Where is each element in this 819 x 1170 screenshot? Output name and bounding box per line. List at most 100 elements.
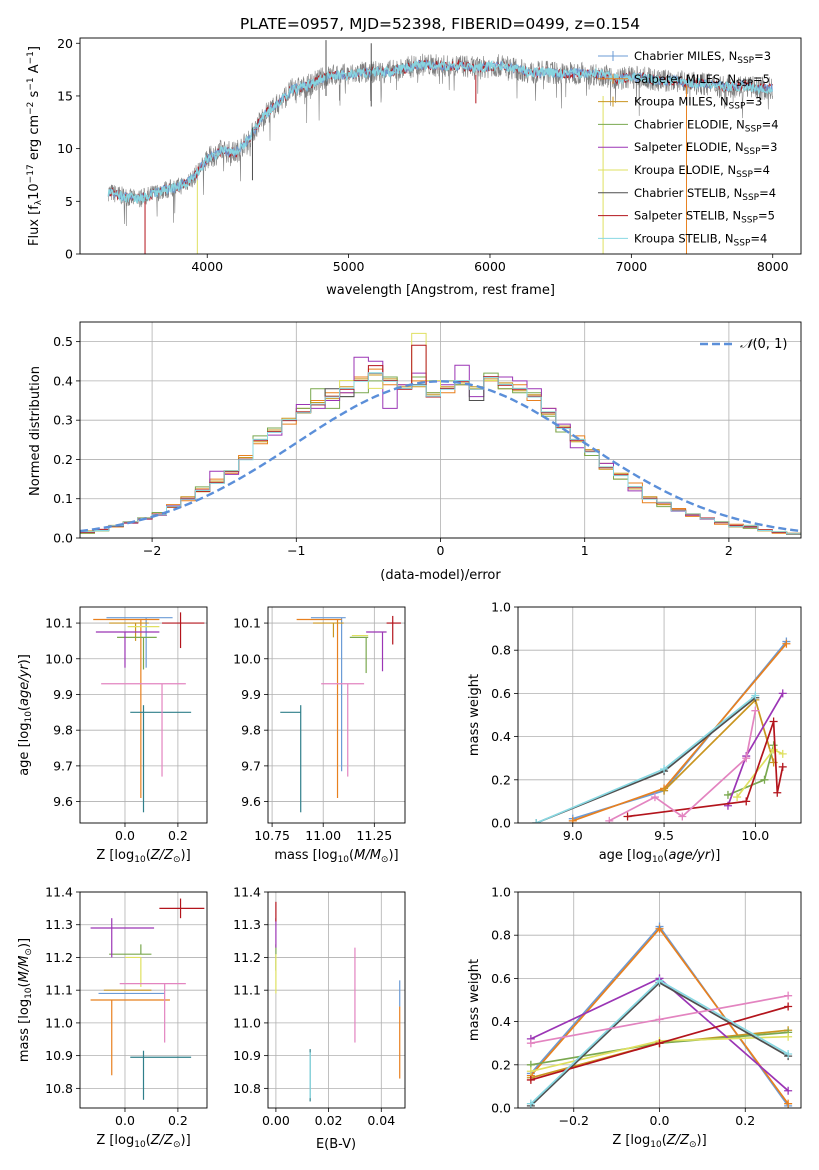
label-part: ( <box>17 982 32 987</box>
legend-label-KS: Kroupa STELIB, NSSP=4 <box>634 231 767 248</box>
label-part: =3 <box>754 49 771 63</box>
x-axis-label: Z [log10(Z/Z⊙)] <box>96 1133 190 1150</box>
y-tick-label: 0.8 <box>491 643 511 658</box>
label-part: Salpeter ELODIE, N <box>634 140 744 154</box>
y-tick-label: 11.2 <box>45 950 73 965</box>
label-part: )] <box>17 938 32 948</box>
weight-marker-CE <box>723 790 732 799</box>
y-tick-label: 9.8 <box>241 723 261 738</box>
legend-label-SS: Salpeter STELIB, NSSP=5 <box>634 209 775 226</box>
label-part: Z [log <box>612 1133 650 1148</box>
legend-label-SE: Salpeter ELODIE, NSSP=3 <box>634 140 777 157</box>
weight-marker-pink <box>605 816 614 823</box>
label-part: Z/Z <box>150 1133 174 1148</box>
label-part: −1 <box>26 51 36 64</box>
weight-vs-age-frame <box>517 606 802 824</box>
x-tick-label: 11.25 <box>356 828 392 843</box>
label-part: age/yr <box>17 663 32 706</box>
label-part: Chabrier MILES, N <box>634 49 737 63</box>
label-part: ( <box>146 848 151 863</box>
y-tick-label: 10.0 <box>233 651 261 666</box>
weight-marker-KS <box>526 1099 535 1108</box>
weight-marker-SM <box>784 1099 793 1108</box>
label-part: )] <box>181 848 191 863</box>
y-tick-label: 0.6 <box>491 686 511 701</box>
label-part: A <box>27 64 42 77</box>
label-part: λ <box>34 199 44 205</box>
label-part: Salpeter MILES, N <box>634 72 736 86</box>
y-tick-label: 1.0 <box>491 600 511 615</box>
y-axis-label: mass weight <box>467 674 482 756</box>
x-tick-label: 0.2 <box>168 1113 188 1128</box>
y-axis-label: Normed distribution <box>28 366 43 496</box>
y-tick-label: 9.9 <box>53 687 73 702</box>
label-part: age/yr <box>668 848 711 863</box>
legend-label-CE: Chabrier ELODIE, NSSP=4 <box>634 117 779 134</box>
weight-marker-SS <box>784 1002 793 1011</box>
x-tick-label: 0.2 <box>735 1113 755 1128</box>
weight-marker-KM <box>660 786 669 795</box>
label-part: ( <box>663 848 668 863</box>
label-part: SSP <box>745 124 762 134</box>
mass-vs-z-frame <box>79 891 208 1109</box>
label-part: ⊙ <box>24 948 34 956</box>
weight-vs-age-axes: 9.0 9.5 10.0 0.0 0.2 0.4 0.6 0.8 1.0 <box>491 600 802 843</box>
x-tick-label: 0.2 <box>168 828 188 843</box>
x-axis-label: (data-model)/error <box>380 568 501 583</box>
label-part: (0, 1) <box>752 337 787 352</box>
x-tick-label: 2 <box>725 543 733 558</box>
weight-marker-CE <box>760 775 769 784</box>
x-tick-label: 4000 <box>191 259 223 274</box>
y-tick-label: 10 <box>57 141 73 156</box>
y-tick-label: 0.4 <box>491 729 511 744</box>
y-tick-label: 0.2 <box>491 772 511 787</box>
y-tick-label: 10.9 <box>45 1048 73 1063</box>
label-part: 10 <box>338 855 350 865</box>
weight-marker-SM <box>782 639 791 648</box>
x-tick-label: 0.00 <box>262 1113 290 1128</box>
label-part: ⊙ <box>689 1140 697 1150</box>
label-part: ⊙ <box>381 855 389 865</box>
y-tick-label: 15 <box>57 88 73 103</box>
mass-vs-ebv-plot-area <box>275 901 401 1102</box>
weight-marker-SE <box>778 689 787 698</box>
spectrum-frame <box>79 37 802 255</box>
label-part: )] <box>17 654 32 664</box>
x-tick-label: −0.2 <box>559 1113 589 1128</box>
label-part: 10 <box>24 987 34 999</box>
label-part: 10 <box>652 855 664 865</box>
x-tick-label: 0.04 <box>367 1113 395 1128</box>
spectrum-axes: 4000 5000 6000 7000 8000 0 5 10 15 20 <box>57 36 802 274</box>
label-part: =3 <box>761 140 778 154</box>
y-tick-label: 11.3 <box>233 917 261 932</box>
weight-marker-SS <box>526 1075 535 1084</box>
y-tick-label: 11.4 <box>45 885 73 900</box>
mass-vs-ebv-frame <box>267 891 406 1109</box>
label-part: Salpeter STELIB, N <box>634 209 741 223</box>
weight-marker-pink <box>650 793 659 802</box>
residuals-frame <box>79 321 802 539</box>
weight-marker-KS <box>655 976 664 985</box>
weight-marker-pink <box>742 754 751 763</box>
weight-marker-KS <box>532 819 541 823</box>
residuals-plot-area <box>80 332 801 538</box>
label-part: SSP <box>729 102 746 112</box>
weight-marker-KE <box>733 793 742 802</box>
histogram-KS <box>80 372 801 538</box>
mass-vs-z-plot-area <box>90 898 205 1100</box>
y-tick-label: 1.0 <box>491 885 511 900</box>
x-tick-label: 9.5 <box>654 828 674 843</box>
weight-marker-SS <box>778 762 787 771</box>
label-part: SSP <box>736 170 753 180</box>
y-axis-label: age [log10(age/yr)] <box>17 654 34 776</box>
y-tick-label: 11.1 <box>45 983 73 998</box>
weight-marker-SS <box>769 717 778 726</box>
legend-label-CM: Chabrier MILES, NSSP=3 <box>634 49 771 66</box>
label-part: Kroupa STELIB, N <box>634 231 734 245</box>
model-spectrum-KS <box>107 58 773 204</box>
weight-marker-pink <box>751 706 760 715</box>
label-part: ( <box>17 706 32 711</box>
y-tick-label: 9.6 <box>241 794 261 809</box>
